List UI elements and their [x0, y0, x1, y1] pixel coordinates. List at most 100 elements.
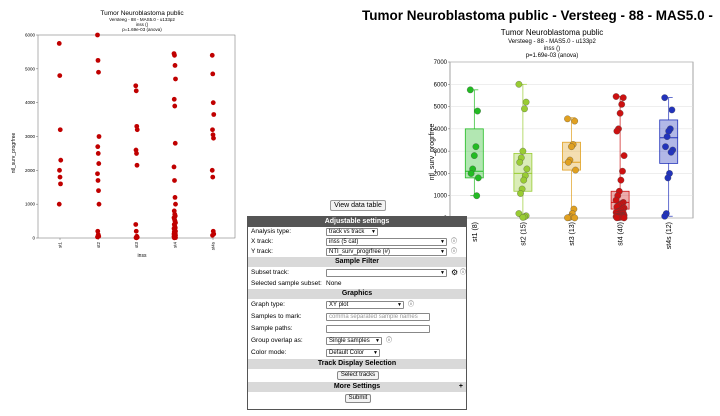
subset-track-label: Subset track: [251, 269, 289, 276]
y-track-info-icon[interactable]: ⓘ [451, 249, 458, 255]
expand-plus-icon[interactable]: + [458, 383, 463, 390]
box-data-point [571, 117, 579, 125]
left-y-tick-label: 6000 [25, 33, 36, 38]
left-y-tick-label: 5000 [25, 66, 36, 71]
box-data-point [617, 176, 625, 184]
left-data-point [95, 151, 101, 156]
left-data-point [95, 178, 101, 183]
subset-track-select[interactable]: ▼ [326, 269, 447, 277]
left-data-point [96, 134, 102, 139]
left-data-point [58, 157, 64, 163]
box-data-point [564, 158, 572, 166]
box-data-point [519, 147, 527, 155]
group-overlap-label: Group overlap as: [251, 337, 303, 344]
graphics-title: Graphics [248, 289, 466, 299]
analysis-type-select[interactable]: track vs track ▼ [326, 228, 378, 236]
left-data-point [96, 201, 102, 207]
right-chart-ylabel: ntl_surv_progrfree [429, 123, 436, 180]
submit-button[interactable]: Submit [345, 394, 371, 403]
left-data-point [57, 127, 63, 133]
selected-subset-row: Selected sample subset: None [248, 279, 466, 289]
box-data-point [474, 174, 482, 182]
graph-type-info-icon[interactable]: ⓘ [408, 302, 415, 308]
selected-subset-value: None [326, 280, 342, 287]
gear-icon[interactable]: ⚙ [451, 268, 459, 277]
left-y-tick-label: 1000 [25, 202, 36, 207]
y-track-select[interactable]: NTI_surv_progrfree (#) ▼ [326, 248, 447, 256]
group-overlap-info-icon[interactable]: ⓘ [386, 338, 393, 344]
box-data-point [618, 100, 626, 108]
x-track-info-icon[interactable]: ⓘ [451, 239, 458, 245]
left-data-point [133, 83, 139, 89]
view-data-table-button[interactable]: View data table [330, 200, 386, 211]
right-x-tick-label: st1 (8) [472, 222, 479, 242]
box-data-point [470, 152, 478, 159]
subset-info-icon[interactable]: ⓘ [460, 270, 467, 276]
box-data-point [467, 170, 475, 177]
track-display-title: Track Display Selection [248, 359, 466, 369]
left-data-point [211, 112, 217, 117]
left-data-point [171, 164, 177, 170]
box-data-point [663, 133, 671, 141]
color-mode-select[interactable]: Default Color ▼ [326, 349, 380, 357]
samples-to-mark-input[interactable]: comma separated sample names [326, 313, 430, 321]
chevron-down-icon: ▼ [373, 350, 378, 356]
left-y-tick-label: 2000 [25, 168, 36, 173]
right-chart-subtitle-1: Versteeg - 88 - MAS5.0 - u133p2 [508, 39, 596, 45]
box-data-point [521, 105, 528, 113]
left-data-point [96, 69, 101, 75]
chevron-down-icon: ▼ [371, 229, 376, 235]
box-data-point [568, 143, 575, 151]
box-data-point [612, 93, 620, 100]
x-track-row: X track: inss (5 cat) ▼ ⓘ [248, 237, 466, 247]
left-data-point [172, 63, 178, 68]
left-data-point [57, 167, 62, 173]
box-data-point [616, 109, 624, 117]
box-data-point [665, 127, 673, 135]
left-x-tick-label: st4 [172, 242, 177, 249]
select-tracks-row: Select tracks [248, 369, 466, 382]
box-data-point [571, 214, 579, 222]
x-track-select[interactable]: inss (5 cat) ▼ [326, 238, 447, 246]
group-overlap-select[interactable]: Single samples ▼ [326, 337, 382, 345]
right-x-tick-label: st2 (15) [520, 222, 527, 246]
left-y-tick-label: 0 [32, 236, 35, 241]
submit-row: Submit [248, 392, 466, 404]
left-data-point [173, 201, 178, 207]
left-data-point [172, 195, 178, 200]
left-data-point [96, 188, 101, 194]
right-chart-subtitle-3: p=1.69e-03 (anova) [526, 53, 579, 59]
left-data-point [57, 73, 63, 78]
right-chart-subtitle-2: inss () [544, 46, 560, 52]
box-data-point [515, 80, 523, 88]
select-tracks-button[interactable]: Select tracks [337, 371, 379, 380]
right-x-tick-label: st4 (40) [618, 222, 625, 246]
group-overlap-row: Group overlap as: Single samples ▼ ⓘ [248, 335, 466, 347]
color-mode-value: Default Color [329, 350, 365, 356]
sample-filter-title: Sample Filter [248, 257, 466, 267]
left-data-point [210, 71, 216, 77]
right-chart-title: Tumor Neuroblastoma public [501, 28, 603, 37]
sample-paths-row: Sample paths: [248, 323, 466, 335]
more-settings-header[interactable]: More Settings + [248, 382, 466, 392]
left-data-point [95, 57, 101, 63]
left-x-tick-label: st4s [211, 241, 216, 250]
left-data-point [134, 127, 140, 133]
analysis-type-value: track vs track [329, 229, 365, 235]
box-data-point [519, 213, 527, 221]
left-chart-ylabel: ntl_surv_progrfree [11, 132, 17, 173]
box-data-point [661, 212, 669, 220]
box-data-point [516, 158, 524, 166]
left-data-point [56, 201, 62, 207]
left-data-point [134, 162, 140, 168]
chevron-down-icon: ▼ [440, 270, 445, 276]
left-data-point [133, 228, 139, 234]
right-y-tick-label: 7000 [434, 60, 448, 66]
right-x-tick-label: st4s (12) [666, 222, 673, 249]
sample-paths-input[interactable] [326, 325, 430, 333]
left-data-point [96, 161, 102, 166]
graph-type-select[interactable]: XY plot ▼ [326, 301, 404, 309]
left-data-point [209, 167, 215, 173]
selected-subset-label: Selected sample subset: [251, 280, 322, 287]
samples-to-mark-row: Samples to mark: comma separated sample … [248, 311, 466, 323]
